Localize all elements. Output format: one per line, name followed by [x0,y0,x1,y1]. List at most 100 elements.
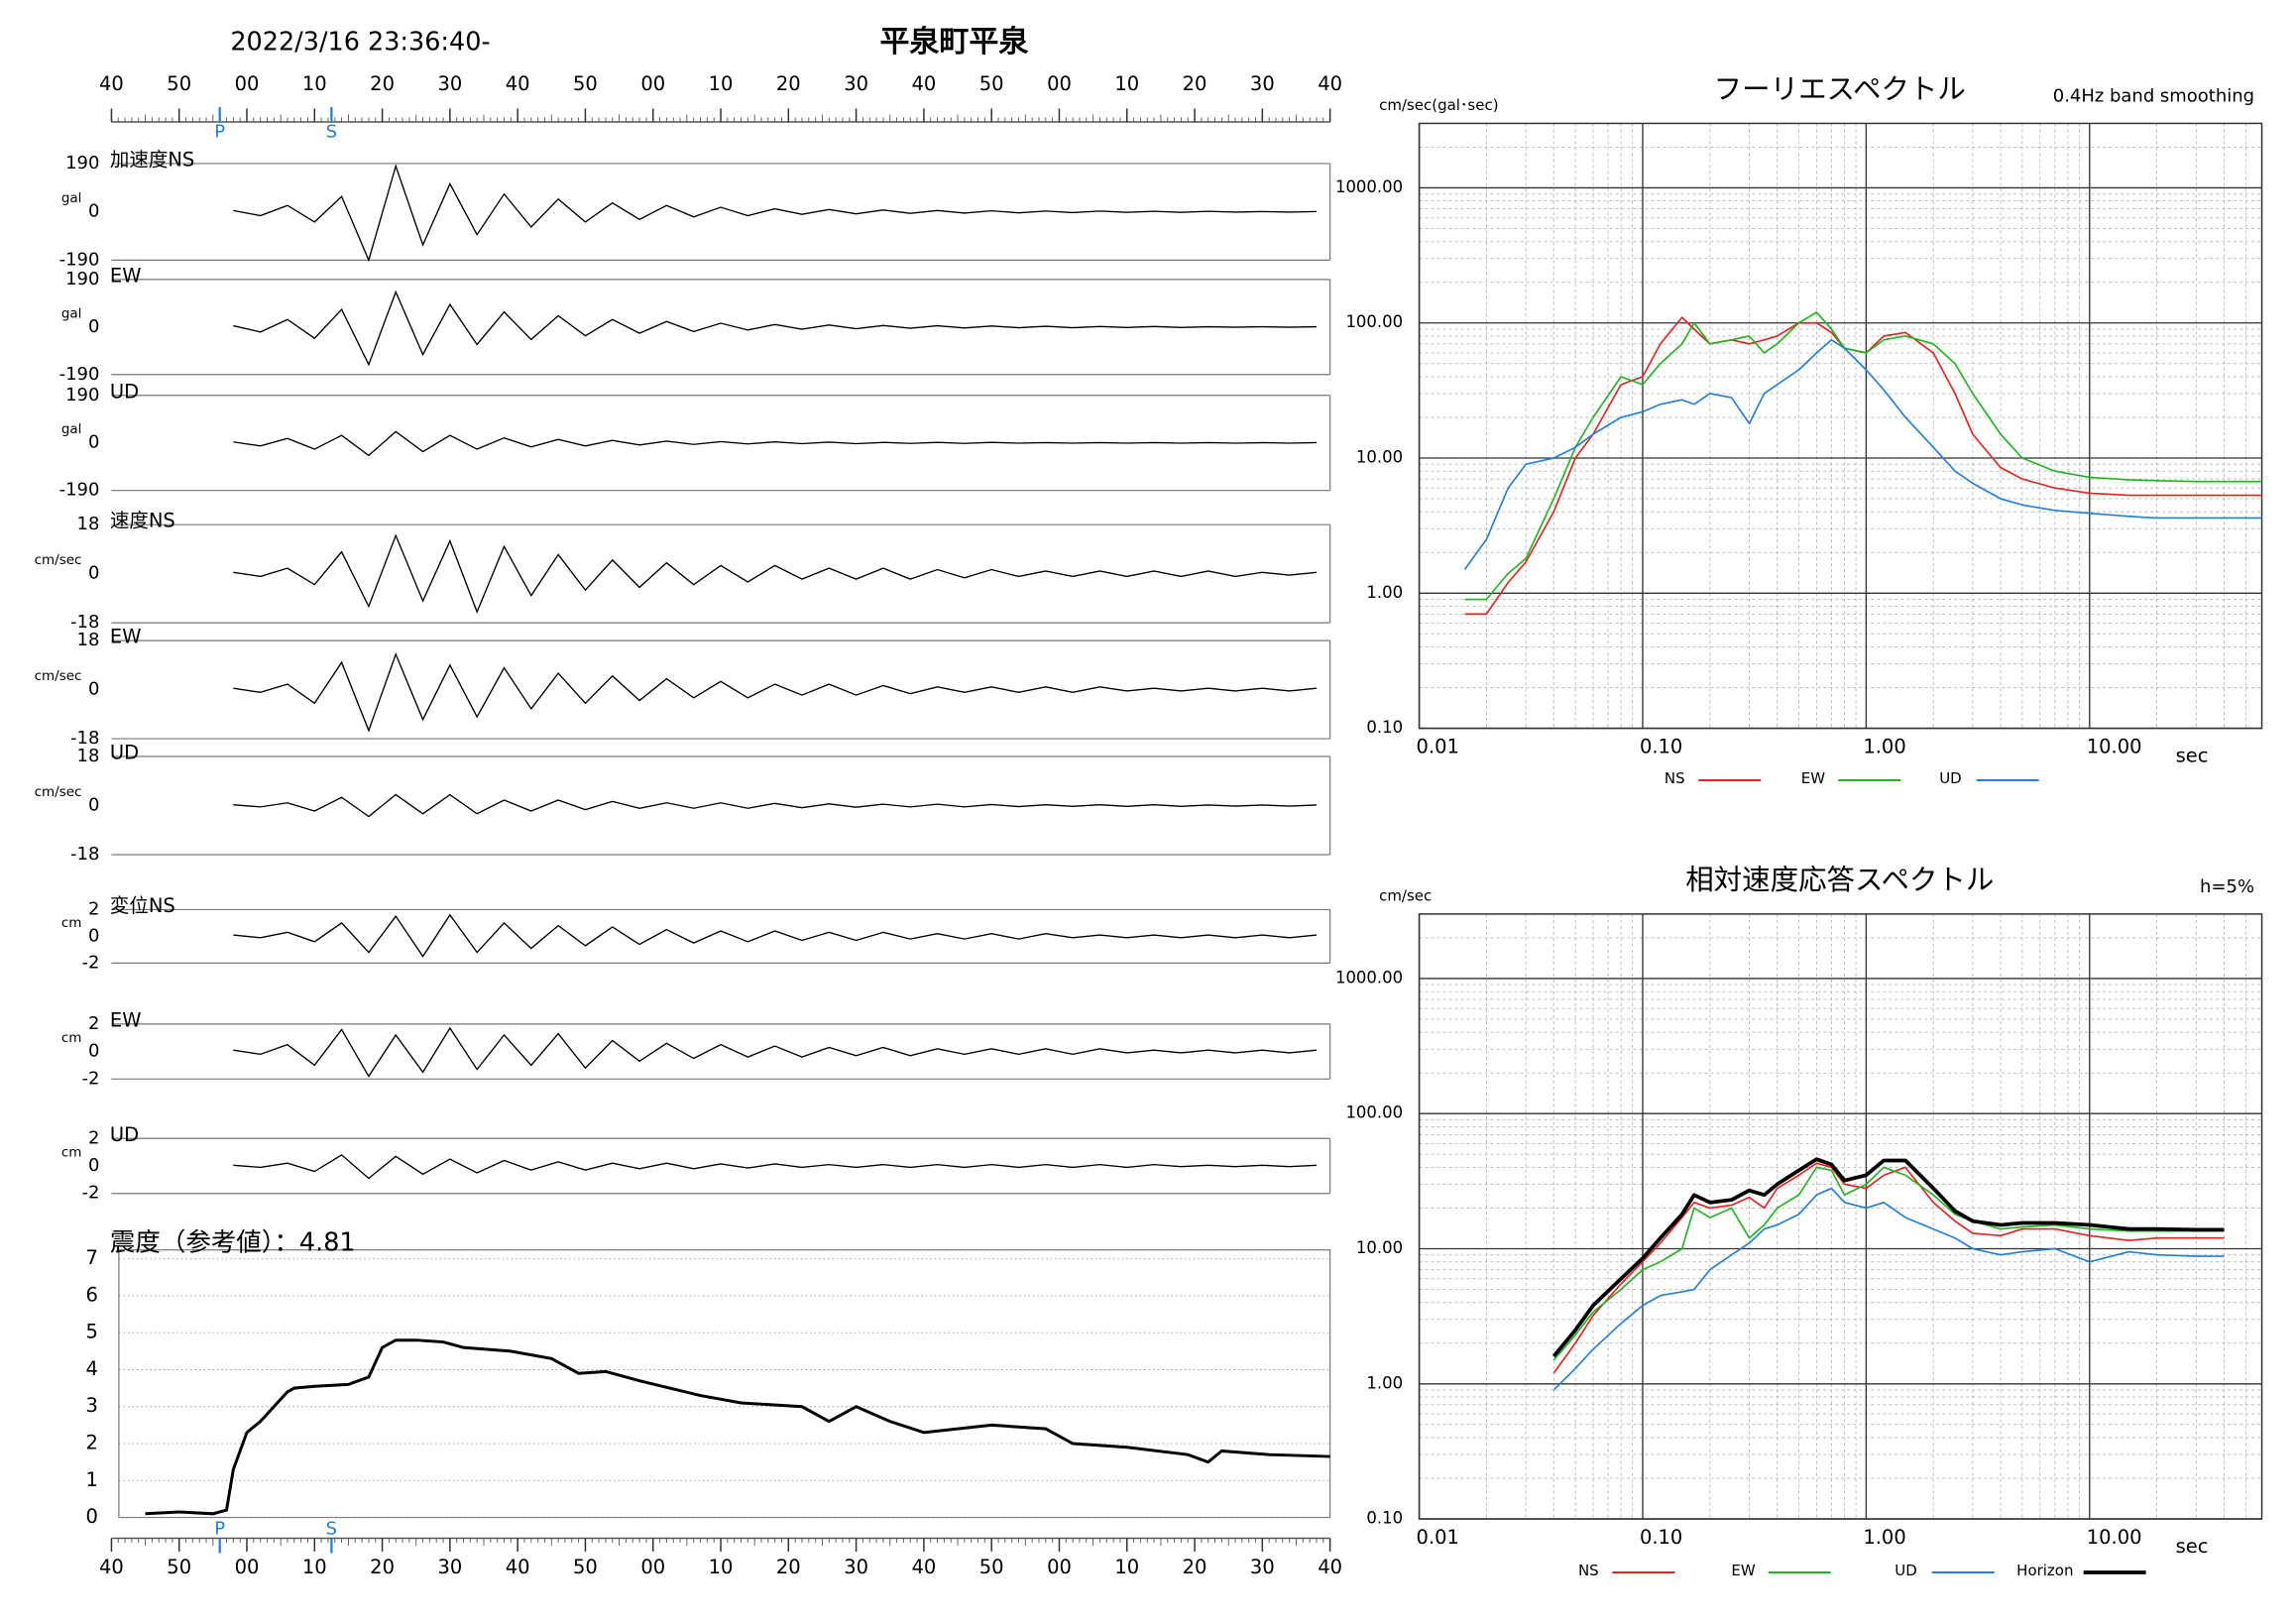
waveform-trace [233,1154,1318,1180]
x-tick-label: 10.00 [2087,1526,2142,1549]
time-tick-label: 40 [1318,72,1342,95]
time-tick-label: 40 [506,1556,530,1578]
time-tick-label: 10 [302,1556,327,1578]
waveform-trace [233,290,1317,367]
y-tick-label: 5 [86,1321,98,1343]
y-tick-label: 6 [86,1283,98,1306]
spectrum-line [1551,1157,2225,1358]
time-tick-label: 20 [776,1556,801,1578]
panel-label: EW [110,264,142,287]
y-tick-label: 190 [65,269,99,290]
waveform-trace [233,533,1318,614]
intensity-line [145,1338,1330,1516]
time-tick-label: 10 [1114,1556,1139,1578]
time-tick-label: 20 [776,72,801,95]
waveform-trace [233,164,1317,263]
time-tick-label: 20 [370,1556,395,1578]
panel-title: 震度（参考値）：4.81 [110,1228,356,1258]
y-tick-label: 0 [88,1155,99,1176]
time-tick-label: 20 [370,72,395,95]
panel-label: 変位NS [110,894,175,917]
time-tick-label: 30 [844,72,868,95]
station: 平泉町平泉 [879,25,1028,59]
panel-frame [118,1249,1331,1519]
unit-label: gal [61,190,82,206]
panel-label: EW [110,626,142,648]
time-tick-label: 40 [99,1556,124,1578]
time-tick-label: 10 [1114,72,1139,95]
time-tick-label: 00 [640,72,665,95]
x-tick-label: 1.00 [1863,736,1905,758]
panel-label: EW [110,1008,142,1031]
time-tick-label: 50 [979,1556,1004,1578]
y-tick-label: 18 [77,514,100,534]
time-tick-label: 10 [709,1556,734,1578]
y-tick-label: 0 [86,1505,98,1528]
y-tick-label: 2 [88,898,99,919]
spectrum-line [1552,1187,2225,1391]
y-axis-label: cm/sec(gal･sec) [1379,96,1498,114]
time-tick-label: 30 [1250,1556,1275,1578]
y-tick-label: -2 [82,952,100,973]
spectrum-line [1464,311,2262,601]
time-tick-label: 50 [167,72,191,95]
spectrum-line [1463,338,2262,570]
time-tick-label: 50 [573,1556,598,1578]
y-tick-label: -190 [59,364,100,385]
time-tick-label: 20 [1183,72,1207,95]
y-tick-label: 18 [77,630,100,650]
y-tick-label: 0 [88,432,99,453]
y-tick-label: 18 [77,746,100,766]
legend-label: Horizon [2016,1562,2073,1579]
time-tick-label: 10 [302,72,327,95]
y-tick-label: 100.00 [1345,1103,1403,1122]
time-tick-label: 10 [709,72,734,95]
waveform-trace [233,651,1318,733]
y-tick-label: 0.10 [1366,718,1403,737]
y-tick-label: 100.00 [1345,312,1403,331]
x-tick-label: 0.10 [1640,736,1682,758]
legend-label: EW [1731,1562,1755,1579]
y-tick-label: 1.00 [1366,583,1403,602]
phase-label: P [214,121,225,142]
y-tick-label: 0.10 [1366,1509,1403,1528]
y-tick-label: 10.00 [1356,1238,1403,1257]
time-tick-label: 30 [844,1556,868,1578]
time-tick-label: 20 [1183,1556,1207,1578]
legend-label: UD [1894,1562,1917,1579]
x-tick-label: 10.00 [2087,736,2142,758]
plot-frame [1418,913,2263,1520]
y-tick-label: 1 [86,1468,98,1491]
y-tick-label: -2 [82,1068,100,1089]
time-tick-label: 30 [1250,72,1275,95]
panel-label: UD [110,1123,139,1146]
unit-label: cm [61,1030,82,1046]
y-tick-label: 1000.00 [1335,177,1403,196]
unit-label: cm/sec [35,552,82,568]
time-tick-label: 40 [912,72,937,95]
legend-label: UD [1939,769,1962,787]
y-tick-label: 0 [88,316,99,337]
unit-label: cm/sec [35,668,82,684]
plot-frame [1418,122,2263,730]
y-tick-label: 0 [88,1041,99,1062]
y-tick-label: 0 [88,679,99,700]
chart-title: 相対速度応答スペクトル [1685,864,1994,896]
x-tick-label: 0.01 [1417,1526,1459,1549]
y-tick-label: 1000.00 [1335,968,1403,986]
y-tick-label: 7 [86,1246,98,1269]
time-tick-label: 40 [99,72,124,95]
unit-label: cm [61,1145,82,1161]
time-tick-label: 40 [912,1556,937,1578]
panel-label: 加速度NS [110,148,194,171]
time-tick-label: 40 [506,72,530,95]
panel-label: UD [110,742,139,764]
x-tick-label: 0.01 [1417,736,1459,758]
time-tick-label: 30 [437,72,462,95]
chart-subtitle: h=5% [2200,876,2254,897]
y-tick-label: 2 [88,1013,99,1034]
time-tick-label: 00 [235,1556,260,1578]
